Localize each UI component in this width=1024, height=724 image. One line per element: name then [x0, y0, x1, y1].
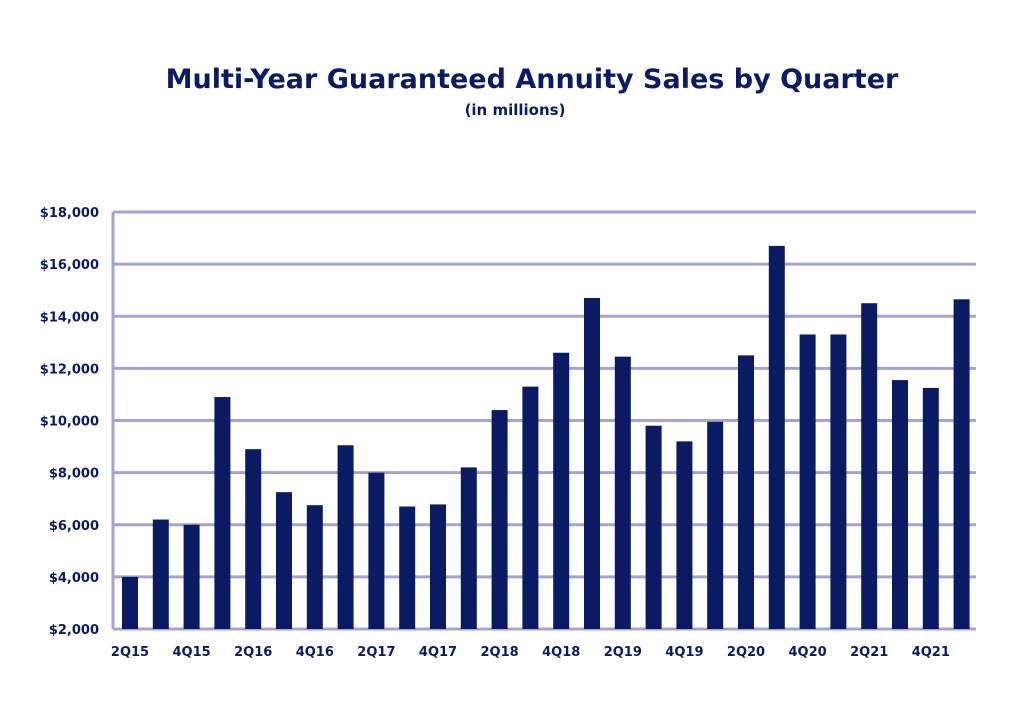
x-tick-label: 2Q16	[234, 645, 272, 660]
x-tick-label: 2Q20	[727, 645, 765, 660]
bar-1Q21	[830, 334, 847, 629]
bar-4Q21	[922, 387, 939, 629]
y-tick-label: $6,000	[49, 519, 99, 534]
chart-title: Multi-Year Guaranteed Annuity Sales by Q…	[165, 64, 899, 95]
bar-2Q20	[738, 355, 754, 629]
chart-subtitle: (in millions)	[464, 101, 566, 119]
bar-2Q15	[122, 576, 138, 629]
y-tick-label: $2,000	[49, 623, 99, 638]
x-tick-label: 2Q17	[357, 645, 395, 660]
bar-1Q20	[707, 421, 724, 629]
x-tick-label: 4Q18	[542, 645, 580, 660]
bar-2Q16	[245, 449, 262, 629]
y-tick-label: $14,000	[40, 310, 99, 325]
bar-2Q19	[614, 356, 631, 629]
bar-4Q20	[799, 334, 816, 629]
y-tick-label: $12,000	[40, 362, 99, 377]
gridlines	[111, 210, 976, 631]
x-tick-label: 4Q21	[912, 645, 950, 660]
bar-3Q16	[276, 492, 292, 629]
x-tick-label: 2Q18	[481, 645, 519, 660]
bar-4Q17	[430, 504, 446, 629]
x-tick-label: 4Q15	[173, 645, 211, 660]
y-axis-ticks: $2,000 $4,000 $6,000 $8,000 $10,000 $12,000 $1…	[40, 206, 99, 638]
x-tick-label: 4Q19	[665, 645, 703, 660]
x-tick-label: 4Q20	[789, 645, 827, 660]
bar-1Q22	[953, 299, 970, 629]
bar-2Q17	[368, 472, 385, 629]
y-tick-label: $8,000	[49, 467, 99, 482]
bar-4Q19	[676, 441, 693, 629]
bar-3Q19	[645, 425, 662, 629]
bar-1Q19	[584, 298, 600, 629]
bar-3Q17	[399, 506, 416, 629]
bar-3Q15	[152, 519, 169, 629]
x-tick-label: 2Q15	[111, 645, 149, 660]
bars	[122, 245, 970, 629]
y-tick-label: $18,000	[40, 206, 99, 221]
bar-3Q18	[522, 386, 539, 629]
bar-4Q16	[306, 505, 323, 629]
bar-1Q16	[214, 397, 231, 629]
x-tick-label: 4Q17	[419, 645, 457, 660]
bar-1Q17	[337, 445, 354, 629]
bar-2Q21	[861, 303, 878, 629]
x-tick-label: 2Q19	[604, 645, 642, 660]
x-axis-ticks: 2Q15 4Q15 2Q16 4Q16 2Q17 4Q17 2Q18 4Q18 2Q19 4Q19…	[111, 645, 950, 660]
y-tick-label: $4,000	[49, 571, 99, 586]
x-tick-label: 2Q21	[850, 645, 888, 660]
bar-4Q15	[183, 524, 200, 629]
y-tick-label: $10,000	[40, 415, 99, 430]
y-tick-label: $16,000	[40, 258, 99, 273]
bar-2Q18	[491, 410, 508, 629]
bar-3Q20	[768, 245, 785, 629]
x-tick-label: 4Q16	[296, 645, 334, 660]
bar-4Q18	[553, 352, 570, 629]
bar-1Q18	[460, 467, 477, 629]
bar-3Q21	[892, 380, 908, 629]
